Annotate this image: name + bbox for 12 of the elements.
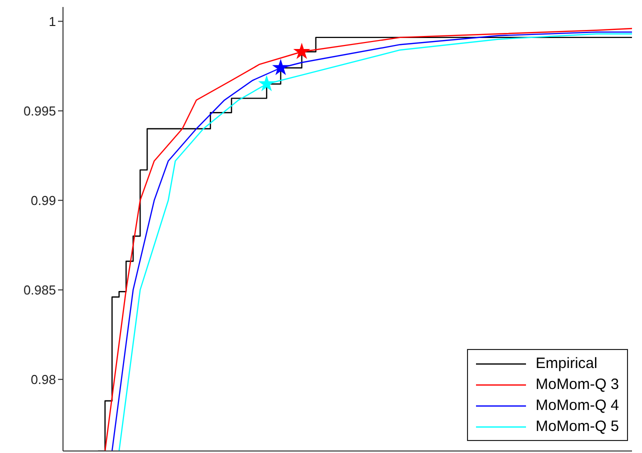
point — [293, 42, 310, 59]
legend-label: Empirical — [536, 355, 598, 372]
y-tick-label: 0.99 — [30, 192, 56, 208]
legend-label: MoMom-Q 5 — [536, 418, 619, 435]
point — [258, 75, 276, 92]
y-tick-label: 1 — [48, 14, 56, 29]
legend-label: MoMom-Q 3 — [536, 376, 619, 393]
point — [272, 58, 290, 76]
y-tick-label: 0.995 — [23, 103, 56, 118]
y-tick-label: 0.985 — [23, 282, 56, 298]
legend-label: MoMom-Q 4 — [536, 397, 619, 414]
y-tick-label: 0.98 — [30, 372, 56, 387]
